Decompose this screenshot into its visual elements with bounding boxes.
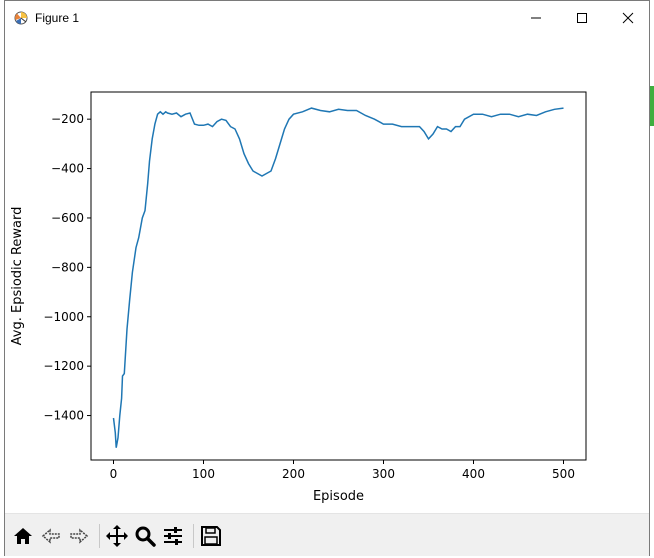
zoom-button[interactable]: [131, 522, 159, 550]
minimize-button[interactable]: [513, 1, 559, 35]
figure-window: Figure 1 0 100 200 300 400 500 −200 −400 −600 −80…: [4, 0, 650, 556]
y-axis-label: Avg. Epsiodic Reward: [10, 207, 25, 346]
home-icon: [14, 528, 32, 544]
x-axis-label: Episode: [313, 489, 364, 504]
back-button[interactable]: [37, 522, 65, 550]
x-tick-label: 100: [192, 467, 215, 481]
y-tick-label: −600: [51, 211, 84, 225]
series-line: [112, 107, 564, 448]
sliders-icon: [164, 527, 182, 545]
close-button[interactable]: [605, 1, 651, 35]
title-bar[interactable]: Figure 1: [5, 1, 649, 35]
configure-subplots-button[interactable]: [159, 522, 187, 550]
y-tick-label: −1000: [43, 310, 84, 324]
minimize-icon: [531, 17, 541, 19]
x-tick-label: 0: [110, 467, 118, 481]
x-tick-label: 200: [282, 467, 305, 481]
y-tick-label: −400: [51, 162, 84, 176]
close-icon: [622, 12, 634, 24]
x-tick-label: 300: [372, 467, 395, 481]
maximize-button[interactable]: [559, 1, 605, 35]
forward-button[interactable]: [65, 522, 93, 550]
y-tick-label: −1400: [43, 409, 84, 423]
pan-move-icon: [106, 525, 128, 547]
window-title: Figure 1: [35, 11, 80, 25]
y-tick-label: −200: [51, 112, 84, 126]
y-tick-label: −800: [51, 260, 84, 274]
line-chart: 0 100 200 300 400 500 −200 −400 −600 −800 −1000 −12…: [10, 91, 587, 504]
x-tick-label: 500: [552, 467, 575, 481]
toolbar-separator: [99, 524, 100, 548]
maximize-icon: [577, 13, 587, 23]
background-highlight: [648, 86, 654, 126]
pan-button[interactable]: [103, 522, 131, 550]
back-arrow-icon: [41, 528, 60, 544]
save-button[interactable]: [197, 522, 225, 550]
home-button[interactable]: [9, 522, 37, 550]
save-floppy-icon: [201, 526, 221, 546]
forward-arrow-icon: [70, 528, 89, 544]
matplotlib-figure-icon: [13, 10, 29, 26]
y-tick-label: −1200: [43, 359, 84, 373]
axes-frame: [90, 91, 587, 461]
toolbar-separator: [193, 524, 194, 548]
zoom-magnifier-icon: [135, 526, 156, 547]
figure-canvas[interactable]: 0 100 200 300 400 500 −200 −400 −600 −800 −1000 −12…: [5, 35, 649, 513]
x-tick-label: 400: [462, 467, 485, 481]
navigation-toolbar: [5, 513, 649, 556]
